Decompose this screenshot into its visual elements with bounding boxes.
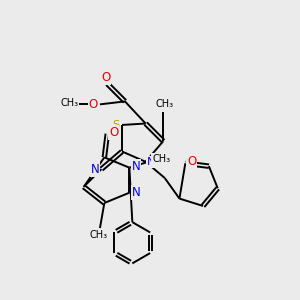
Text: CH₃: CH₃ [156,99,174,110]
Text: N: N [147,157,156,167]
Text: CH₃: CH₃ [89,230,107,240]
Text: N: N [131,160,140,173]
Text: CH₃: CH₃ [61,98,79,108]
Text: N: N [131,186,140,199]
Text: O: O [187,155,196,168]
Text: N: N [91,163,99,176]
Text: CH₃: CH₃ [152,154,170,164]
Text: O: O [89,98,98,111]
Text: O: O [101,71,110,84]
Text: O: O [109,126,119,139]
Text: S: S [112,120,119,130]
